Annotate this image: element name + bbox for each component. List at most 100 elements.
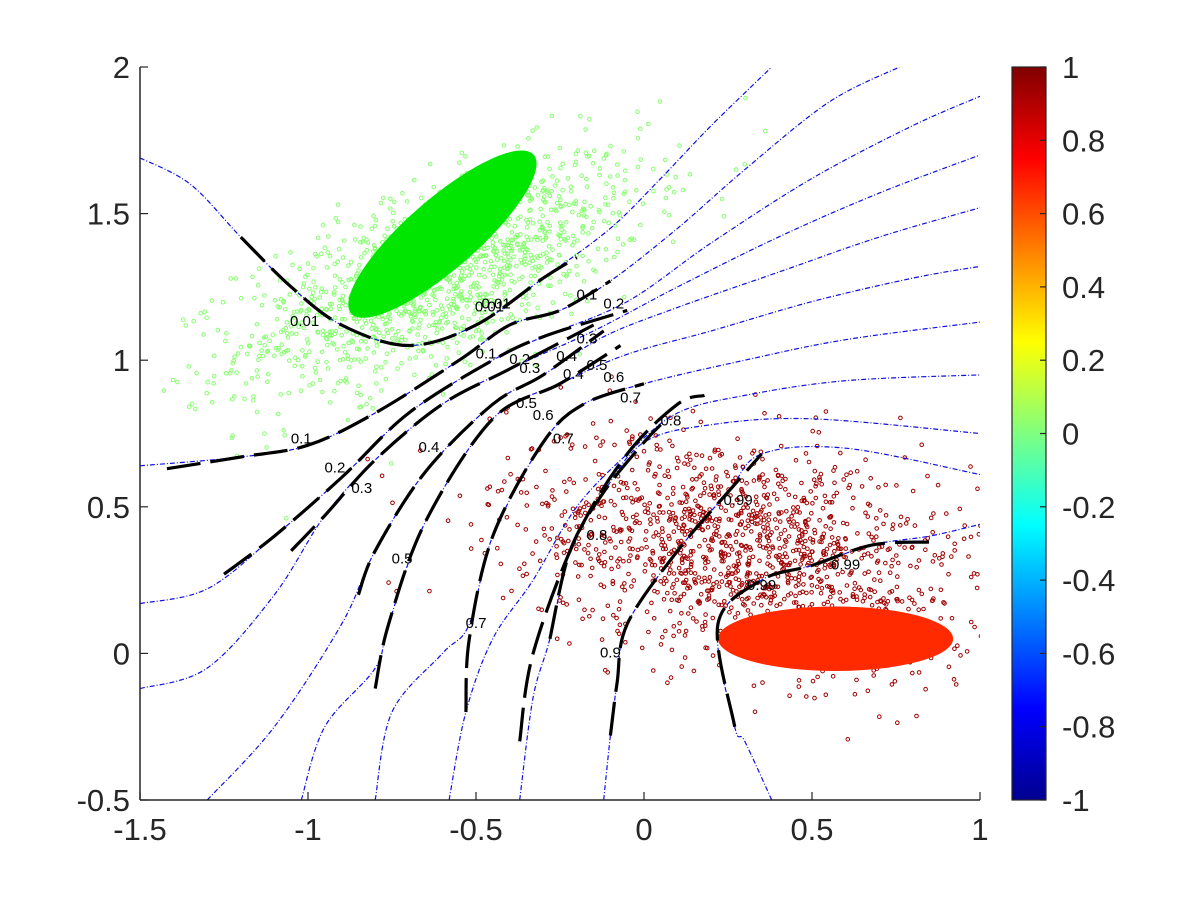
- scatter-point: [461, 323, 467, 329]
- scatter-point: [558, 435, 563, 440]
- scatter-point: [524, 503, 530, 508]
- scatter-point: [745, 570, 751, 575]
- scatter-point: [643, 537, 648, 543]
- scatter-point: [838, 596, 843, 602]
- scatter-point: [574, 524, 580, 530]
- scatter-point: [307, 286, 312, 292]
- scatter-point: [358, 224, 363, 229]
- scatter-point: [707, 455, 713, 461]
- scatter-point: [342, 349, 348, 355]
- scatter-point: [726, 570, 731, 576]
- scatter-point: [716, 602, 722, 608]
- scatter-point: [545, 219, 550, 225]
- scatter-point: [201, 332, 206, 337]
- scatter-point: [379, 388, 384, 393]
- scatter-point: [878, 578, 883, 584]
- scatter-point: [515, 242, 520, 248]
- scatter-point: [827, 500, 833, 505]
- scatter-point: [371, 322, 376, 328]
- scatter-point: [731, 563, 737, 569]
- scatter-point: [376, 314, 381, 320]
- scatter-point: [643, 562, 648, 567]
- scatter-point: [299, 301, 304, 306]
- scatter-point: [603, 153, 609, 158]
- scatter-point: [544, 500, 549, 506]
- scatter-point: [284, 320, 290, 325]
- scatter-point: [362, 318, 368, 323]
- scatter-point: [774, 525, 780, 531]
- scatter-point: [456, 350, 462, 355]
- scatter-point: [617, 556, 622, 562]
- scatter-point: [193, 406, 198, 412]
- scatter-point: [767, 502, 772, 507]
- scatter-point: [835, 572, 841, 577]
- scatter-point: [631, 578, 637, 583]
- scatter-point: [984, 618, 988, 622]
- scatter-point: [778, 531, 784, 537]
- scatter-point: [554, 178, 560, 184]
- scatter-point: [777, 601, 783, 607]
- scatter-point: [408, 313, 414, 319]
- scatter-point: [198, 310, 203, 316]
- contour-label: 0.3: [576, 331, 597, 348]
- scatter-point: [499, 277, 505, 282]
- scatter-point: [824, 546, 830, 552]
- scatter-point: [777, 519, 783, 524]
- scatter-point: [732, 615, 738, 620]
- scatter-point: [454, 280, 460, 286]
- scatter-point: [546, 283, 551, 289]
- scatter-point: [674, 465, 680, 471]
- scatter-point: [829, 561, 834, 567]
- scatter-point: [621, 149, 627, 154]
- scatter-point: [990, 614, 994, 618]
- scatter-point: [611, 190, 617, 196]
- scatter-point: [799, 480, 804, 486]
- scatter-point: [795, 538, 801, 544]
- scatter-point: [602, 533, 607, 539]
- scatter-point: [339, 316, 345, 322]
- scatter-point: [724, 469, 729, 475]
- scatter-point: [563, 201, 568, 207]
- scatter-point: [433, 322, 438, 328]
- scatter-point: [550, 174, 555, 179]
- scatter-point: [279, 351, 285, 357]
- scatter-point: [709, 486, 714, 492]
- scatter-point: [751, 601, 757, 606]
- scatter-point: [407, 356, 413, 361]
- scatter-point: [662, 157, 668, 163]
- solid-contour-layer: [166, 235, 930, 742]
- scatter-point: [648, 521, 653, 527]
- scatter-point: [540, 501, 545, 507]
- scatter-point: [462, 273, 468, 279]
- scatter-point: [588, 204, 594, 209]
- scatter-point: [358, 404, 364, 410]
- scatter-point: [558, 204, 564, 210]
- scatter-point: [889, 589, 895, 594]
- scatter-point: [757, 533, 763, 539]
- scatter-point: [307, 383, 312, 388]
- scatter-point: [779, 473, 785, 479]
- scatter-point: [690, 477, 695, 482]
- scatter-point: [406, 309, 412, 315]
- scatter-point: [688, 605, 694, 611]
- scatter-point: [838, 546, 844, 552]
- scatter-point: [803, 529, 808, 535]
- scatter-point: [634, 555, 640, 561]
- scatter-point: [439, 286, 444, 292]
- scatter-point: [186, 364, 191, 369]
- scatter-point: [571, 233, 576, 239]
- scatter-point: [651, 188, 656, 194]
- scatter-point: [550, 300, 556, 305]
- scatter-point: [573, 159, 579, 165]
- scatter-point: [760, 680, 765, 685]
- scatter-point: [866, 569, 871, 575]
- scatter-point: [608, 538, 613, 544]
- scatter-point: [445, 319, 451, 325]
- scatter-point: [684, 492, 690, 498]
- scatter-point: [580, 230, 586, 235]
- scatter-point: [373, 327, 379, 332]
- scatter-point: [183, 323, 188, 328]
- scatter-point: [365, 346, 370, 351]
- scatter-point: [502, 251, 508, 256]
- scatter-point: [498, 561, 504, 567]
